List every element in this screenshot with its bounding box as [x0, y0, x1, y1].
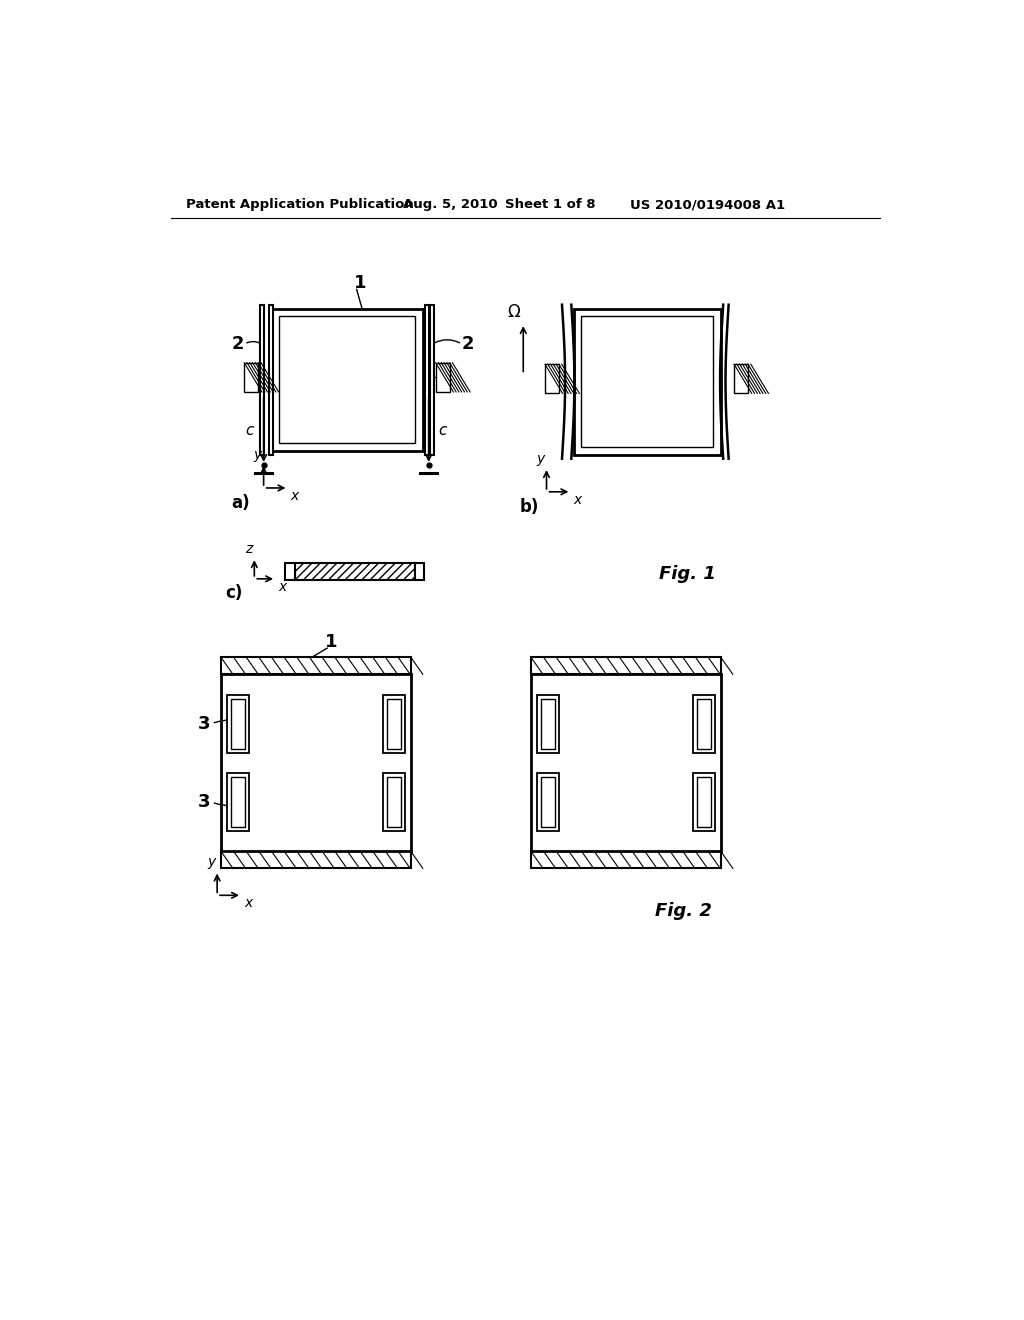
Text: Fig. 2: Fig. 2: [655, 902, 712, 920]
Text: 2: 2: [231, 335, 245, 354]
Text: 3: 3: [198, 793, 210, 810]
Bar: [693, 694, 715, 752]
Bar: [280, 317, 415, 444]
Bar: [295, 562, 415, 579]
Text: c: c: [438, 422, 446, 438]
Text: Aug. 5, 2010: Aug. 5, 2010: [403, 198, 498, 211]
Bar: [538, 694, 559, 752]
Bar: [531, 657, 721, 675]
Text: Sheet 1 of 8: Sheet 1 of 8: [506, 198, 596, 211]
Text: x: x: [245, 896, 253, 909]
Bar: [387, 698, 400, 748]
Text: b): b): [519, 498, 539, 516]
Text: z: z: [246, 541, 253, 556]
Bar: [430, 305, 434, 455]
Text: US 2010/0194008 A1: US 2010/0194008 A1: [630, 198, 785, 211]
Bar: [227, 774, 249, 830]
Text: x: x: [291, 488, 299, 503]
Text: $\Omega$: $\Omega$: [507, 302, 521, 321]
Bar: [425, 305, 429, 455]
Text: 3: 3: [198, 714, 210, 733]
Bar: [245, 363, 258, 392]
Bar: [693, 774, 715, 830]
Text: Fig. 1: Fig. 1: [658, 565, 716, 583]
Bar: [697, 698, 711, 748]
Text: y: y: [207, 855, 216, 869]
Bar: [231, 698, 245, 748]
Text: Patent Application Publication: Patent Application Publication: [186, 198, 414, 211]
Text: c: c: [246, 422, 254, 438]
Text: a): a): [231, 495, 250, 512]
Bar: [227, 694, 249, 752]
Bar: [435, 363, 450, 392]
Bar: [415, 562, 424, 579]
Bar: [269, 305, 273, 455]
Bar: [231, 777, 245, 828]
Text: y: y: [537, 451, 545, 466]
Text: 1: 1: [354, 275, 367, 292]
Bar: [221, 675, 411, 851]
Bar: [541, 777, 555, 828]
Text: y: y: [254, 447, 262, 462]
Bar: [260, 305, 263, 455]
Bar: [531, 675, 721, 851]
Bar: [545, 364, 559, 393]
Text: 2: 2: [461, 335, 474, 354]
Bar: [573, 309, 721, 455]
Bar: [271, 309, 423, 451]
Bar: [221, 851, 411, 869]
Text: 1: 1: [325, 634, 337, 651]
Bar: [383, 694, 404, 752]
Bar: [538, 774, 559, 830]
Text: c): c): [225, 583, 243, 602]
Bar: [697, 777, 711, 828]
Bar: [295, 562, 415, 579]
Text: x: x: [573, 492, 582, 507]
Bar: [734, 364, 748, 393]
Bar: [531, 851, 721, 869]
Bar: [221, 657, 411, 675]
Bar: [387, 777, 400, 828]
Bar: [582, 317, 713, 447]
Bar: [541, 698, 555, 748]
Bar: [286, 562, 295, 579]
Bar: [383, 774, 404, 830]
Text: x: x: [279, 579, 287, 594]
